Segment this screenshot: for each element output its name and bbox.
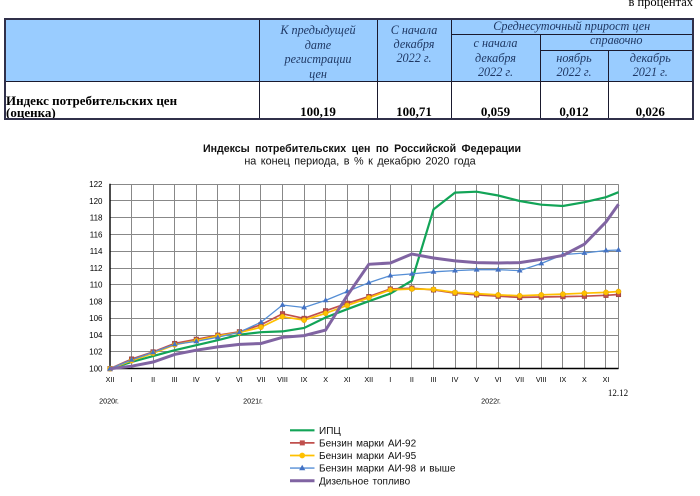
- svg-text:V: V: [215, 375, 220, 384]
- svg-text:108: 108: [89, 297, 103, 306]
- svg-text:122: 122: [89, 180, 103, 189]
- svg-text:II: II: [410, 375, 414, 384]
- svg-text:III: III: [431, 375, 437, 384]
- svg-text:V: V: [474, 375, 479, 384]
- svg-text:104: 104: [89, 331, 103, 340]
- svg-text:2021г.: 2021г.: [243, 397, 263, 406]
- svg-text:110: 110: [90, 281, 103, 290]
- svg-text:Бензин марки АИ-98 и выше: Бензин марки АИ-98 и выше: [319, 464, 456, 475]
- svg-text:XII: XII: [364, 375, 373, 384]
- svg-text:I: I: [131, 375, 133, 384]
- svg-text:I: I: [389, 375, 391, 384]
- svg-text:120: 120: [89, 197, 103, 206]
- svg-text:114: 114: [90, 247, 103, 256]
- svg-text:III: III: [172, 375, 178, 384]
- svg-text:VIII: VIII: [277, 375, 288, 384]
- svg-text:112: 112: [90, 264, 103, 273]
- svg-text:XII: XII: [106, 375, 115, 384]
- svg-text:VI: VI: [495, 375, 502, 384]
- svg-text:X: X: [323, 375, 328, 384]
- svg-text:IX: IX: [301, 375, 308, 384]
- svg-text:IX: IX: [560, 375, 567, 384]
- svg-text:XI: XI: [603, 375, 610, 384]
- svg-text:102: 102: [89, 348, 103, 357]
- svg-text:12.12: 12.12: [608, 388, 628, 398]
- svg-text:Дизельное топливо: Дизельное топливо: [319, 476, 411, 487]
- svg-text:XI: XI: [344, 375, 351, 384]
- svg-text:2022г.: 2022г.: [481, 397, 501, 406]
- svg-text:VII: VII: [515, 375, 524, 384]
- svg-text:Бензин марки АИ-95: Бензин марки АИ-95: [319, 451, 417, 462]
- svg-text:IV: IV: [193, 375, 200, 384]
- svg-text:VII: VII: [257, 375, 266, 384]
- svg-text:Бензин марки АИ-92: Бензин марки АИ-92: [319, 439, 417, 450]
- svg-text:на конец периода, в % к декабр: на конец периода, в % к декабрю 2020 год…: [244, 156, 475, 168]
- svg-text:X: X: [582, 375, 587, 384]
- svg-text:IV: IV: [452, 375, 459, 384]
- svg-text:116: 116: [90, 230, 103, 239]
- svg-text:100: 100: [89, 365, 103, 374]
- svg-text:118: 118: [90, 214, 103, 223]
- svg-text:II: II: [151, 375, 155, 384]
- svg-text:VI: VI: [236, 375, 243, 384]
- svg-text:Индексы потребительских цен по: Индексы потребительских цен по Российско…: [203, 143, 521, 155]
- svg-text:106: 106: [89, 314, 103, 323]
- svg-text:2020г.: 2020г.: [99, 397, 119, 406]
- svg-text:ИПЦ: ИПЦ: [319, 426, 341, 437]
- svg-text:VIII: VIII: [536, 375, 547, 384]
